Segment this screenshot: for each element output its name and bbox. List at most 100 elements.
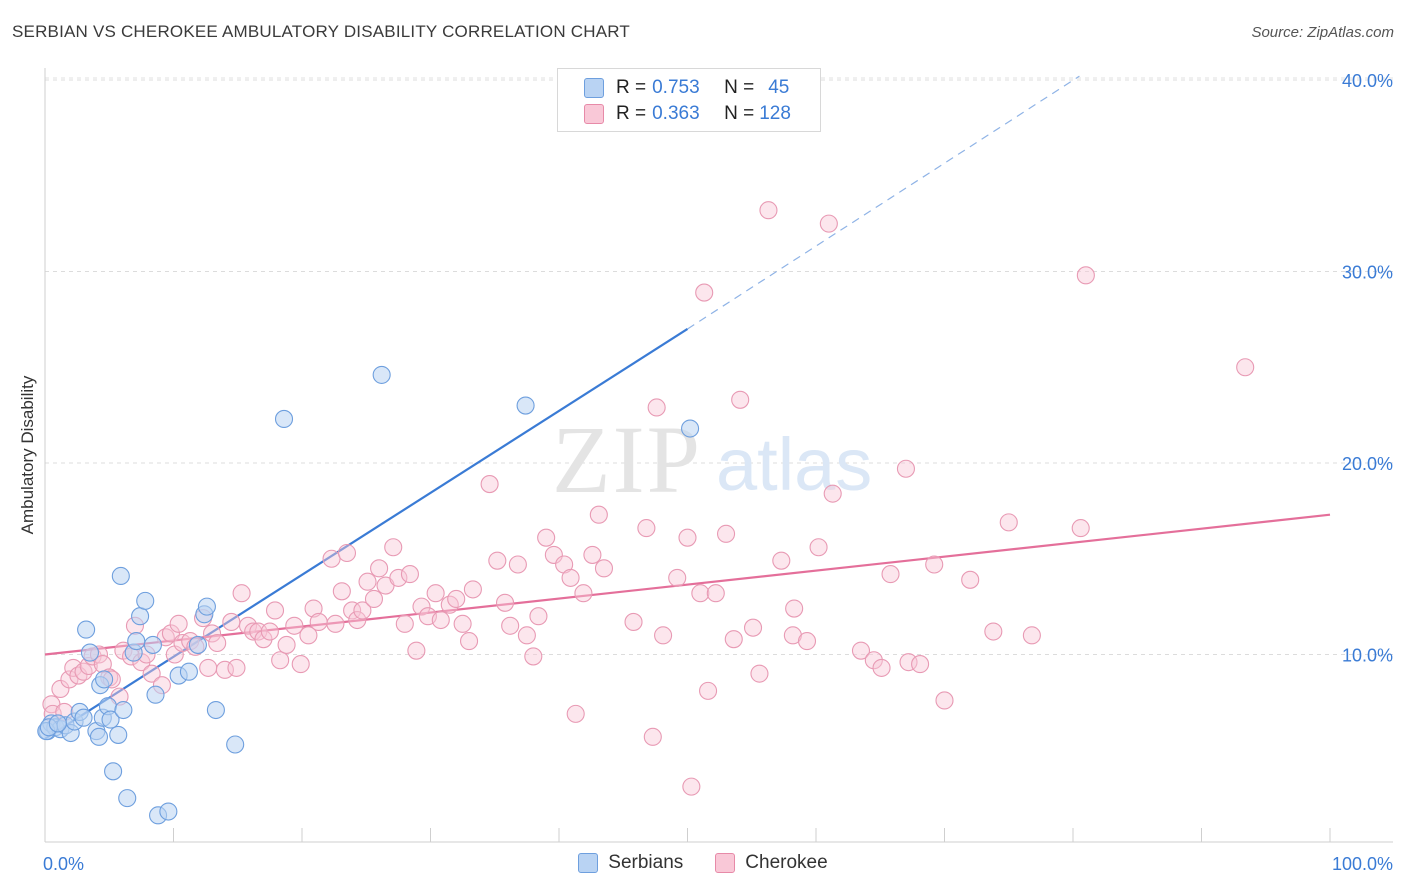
point-serbians bbox=[681, 419, 700, 438]
point-cherokee bbox=[823, 484, 842, 503]
point-cherokee bbox=[322, 549, 341, 568]
point-cherokee bbox=[819, 214, 838, 233]
legend-swatch-serbians bbox=[584, 78, 604, 98]
point-serbians bbox=[48, 714, 67, 733]
point-serbians bbox=[131, 607, 150, 626]
point-cherokee bbox=[961, 570, 980, 589]
legend-label-cherokee: Cherokee bbox=[745, 852, 828, 873]
point-cherokee bbox=[911, 655, 930, 674]
point-cherokee bbox=[797, 632, 817, 651]
point-serbians bbox=[114, 700, 133, 720]
trend-lines bbox=[44, 75, 1331, 740]
point-cherokee bbox=[809, 538, 828, 557]
point-cherokee bbox=[724, 630, 743, 649]
point-cherokee bbox=[364, 589, 384, 609]
point-cherokee bbox=[881, 565, 900, 584]
point-cherokee bbox=[227, 658, 246, 677]
point-cherokee bbox=[984, 622, 1003, 641]
point-serbians bbox=[95, 670, 114, 689]
point-cherokee bbox=[691, 584, 710, 603]
point-cherokee bbox=[291, 655, 310, 674]
point-cherokee bbox=[277, 635, 296, 654]
point-cherokee bbox=[400, 565, 419, 584]
point-cherokee bbox=[412, 597, 431, 616]
point-cherokee bbox=[254, 630, 273, 649]
point-cherokee bbox=[1076, 266, 1095, 285]
point-cherokee bbox=[309, 612, 328, 631]
point-serbians bbox=[109, 725, 128, 744]
point-serbians bbox=[146, 685, 165, 704]
point-cherokee bbox=[199, 658, 218, 677]
point-cherokee bbox=[594, 559, 614, 578]
point-cherokee bbox=[1236, 358, 1255, 377]
point-serbians bbox=[226, 735, 245, 754]
point-cherokee bbox=[750, 664, 769, 683]
point-cherokee bbox=[453, 614, 472, 633]
legend-n-label: N = bbox=[724, 103, 755, 124]
point-cherokee bbox=[488, 551, 507, 570]
y-tick-label: 20.0% bbox=[1342, 454, 1393, 474]
point-serbians bbox=[118, 789, 137, 808]
point-cherokee bbox=[508, 555, 527, 574]
point-cherokee bbox=[925, 555, 944, 574]
y-axis-label: Ambulatory Disability bbox=[18, 375, 37, 535]
point-serbians bbox=[206, 700, 225, 720]
legend-item-serbians[interactable]: Serbians bbox=[578, 852, 683, 874]
point-cherokee bbox=[285, 616, 304, 635]
point-cherokee bbox=[299, 626, 318, 645]
point-serbians bbox=[372, 365, 391, 384]
legend-n-value-cherokee: 128 bbox=[759, 103, 791, 124]
point-cherokee bbox=[517, 626, 536, 645]
point-cherokee bbox=[203, 624, 222, 643]
legend-swatch-cherokee bbox=[584, 104, 604, 124]
point-cherokee bbox=[772, 551, 791, 570]
point-cherokee bbox=[447, 589, 466, 609]
point-cherokee bbox=[743, 618, 763, 637]
data-points bbox=[37, 201, 1255, 825]
point-cherokee bbox=[215, 660, 234, 679]
point-cherokee bbox=[337, 543, 357, 563]
point-serbians bbox=[197, 597, 216, 616]
point-serbians bbox=[104, 762, 123, 781]
legend-item-cherokee[interactable]: Cherokee bbox=[715, 852, 828, 874]
point-cherokee bbox=[370, 559, 389, 578]
point-cherokee bbox=[682, 777, 701, 796]
point-cherokee bbox=[238, 616, 258, 635]
point-cherokee bbox=[459, 632, 479, 651]
point-cherokee bbox=[668, 568, 687, 587]
point-cherokee bbox=[864, 651, 883, 670]
point-cherokee bbox=[654, 626, 673, 645]
point-cherokee bbox=[624, 612, 643, 631]
trend-line-serbians-extension bbox=[687, 75, 1080, 330]
point-serbians bbox=[74, 708, 93, 727]
point-cherokee bbox=[326, 614, 345, 633]
point-cherokee bbox=[395, 614, 414, 633]
point-serbians bbox=[127, 632, 146, 651]
point-cherokee bbox=[524, 647, 543, 666]
point-cherokee bbox=[896, 459, 916, 478]
point-cherokee bbox=[574, 584, 593, 603]
point-cherokee bbox=[785, 599, 804, 618]
legend-label-serbians: Serbians bbox=[608, 852, 684, 873]
legend-n-label: N = bbox=[724, 77, 755, 98]
point-serbians bbox=[274, 409, 294, 429]
point-cherokee bbox=[529, 607, 548, 626]
point-serbians bbox=[77, 620, 96, 639]
trend-line-cherokee bbox=[44, 513, 1331, 656]
axes bbox=[44, 68, 1393, 843]
point-serbians bbox=[516, 396, 535, 415]
point-serbians bbox=[179, 662, 198, 681]
point-cherokee bbox=[501, 616, 520, 635]
point-cherokee bbox=[699, 681, 718, 700]
point-cherokee bbox=[332, 582, 351, 601]
point-cherokee bbox=[60, 670, 79, 689]
point-cherokee bbox=[304, 599, 323, 618]
x-tick-label: 100.0% bbox=[1332, 854, 1393, 874]
point-cherokee bbox=[407, 641, 426, 660]
legend-r-label: R = bbox=[616, 103, 647, 124]
point-cherokee bbox=[647, 398, 666, 417]
watermark-atlas: atlas bbox=[716, 423, 872, 506]
point-serbians bbox=[101, 710, 120, 729]
x-tick-label: 0.0% bbox=[43, 854, 84, 874]
point-cherokee bbox=[637, 519, 656, 538]
